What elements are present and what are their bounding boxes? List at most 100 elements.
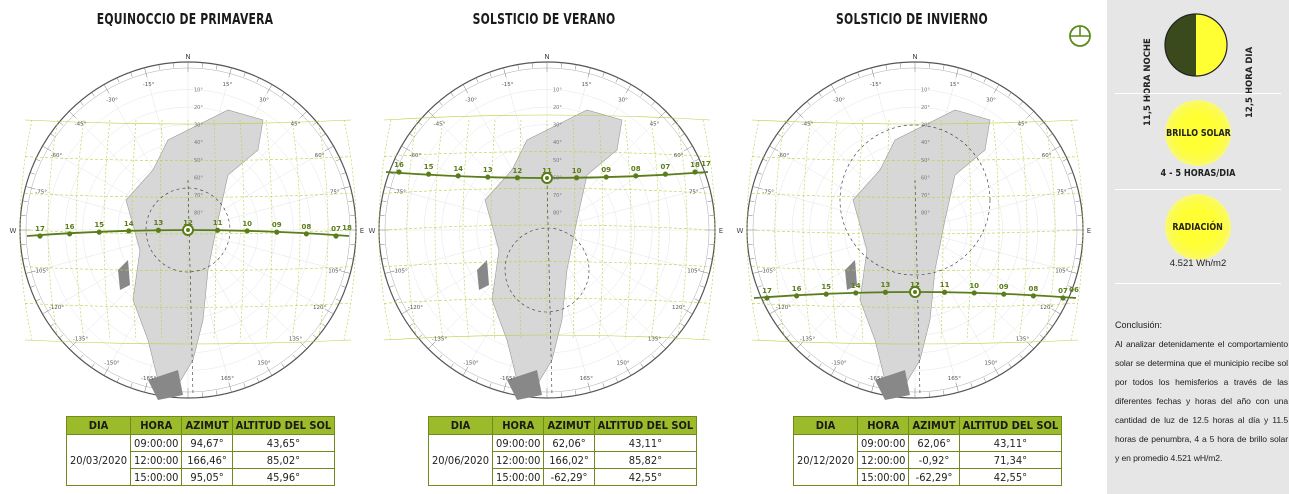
cell-azimut: -62,29° (543, 468, 595, 486)
hour-line (940, 119, 944, 341)
tick (266, 84, 273, 94)
hour-label: 08 (302, 223, 312, 231)
date-curve (751, 266, 1079, 271)
cell-altitud: 42,55° (958, 468, 1063, 486)
tick (796, 111, 804, 119)
tick (475, 77, 479, 83)
hour-label: 15 (821, 283, 831, 291)
tick (503, 382, 507, 393)
cell-altitud: 43,11° (958, 434, 1063, 452)
hour-line (650, 119, 660, 341)
hour-line (992, 119, 1000, 341)
divider (1115, 283, 1281, 284)
tick (312, 334, 317, 339)
hour-marker (126, 228, 132, 234)
tick (1048, 323, 1053, 327)
hour-label: 16 (394, 161, 404, 169)
tick (79, 101, 84, 106)
tick (116, 377, 120, 383)
tick (1075, 200, 1081, 202)
hour-marker (1060, 295, 1066, 301)
tick (602, 383, 605, 388)
tick (292, 354, 297, 359)
tick (700, 285, 705, 288)
azimuth-label: -30° (465, 97, 477, 103)
altitude-label: 40° (553, 140, 562, 146)
tick (752, 186, 763, 190)
azimuth-label: -135° (432, 336, 447, 342)
cell-azimut: -62,29° (908, 468, 960, 486)
tick (786, 121, 791, 126)
hour-marker (1030, 293, 1036, 299)
hour-label: 07 (331, 225, 341, 233)
tick (970, 72, 973, 77)
tick (321, 323, 326, 327)
hour-line (676, 119, 688, 341)
tick (418, 334, 423, 339)
cell-azimut: 166,02° (543, 451, 595, 469)
altitude-label: 20° (194, 105, 203, 111)
cell-hora: 09:00:00 (492, 434, 545, 452)
header-altitud: ALTITUD DEL SOL (958, 416, 1063, 435)
azimuth-label: -105° (393, 268, 408, 274)
altitude-label: 70° (194, 193, 203, 199)
tick (806, 101, 811, 106)
azimuth-label: 75° (330, 190, 340, 196)
tick (707, 258, 713, 260)
brillo-solar-badge: BRILLO SOLAR (1165, 100, 1231, 166)
tick (694, 158, 700, 162)
day-night-icon (1164, 13, 1228, 77)
sun-path-diagram-equinoccio: 171615141312111009080718NSEW15°-15°30°-3… (10, 53, 364, 400)
water-body (148, 370, 183, 400)
altitude-label: 80° (921, 210, 930, 216)
conclusion-title: Conclusión: (1115, 320, 1163, 330)
hour-label: 17 (762, 287, 772, 295)
azimuth-label: 165° (580, 376, 593, 382)
azimuth-label: -165° (500, 376, 515, 382)
hour-line (317, 119, 329, 341)
compass-letter: E (719, 227, 723, 235)
tick (1048, 133, 1053, 137)
header-hora: HORA (130, 416, 183, 435)
table-date: 20/03/2020 (65, 434, 132, 486)
tick (625, 366, 632, 376)
altitude-ring (774, 89, 1056, 371)
tick (25, 186, 36, 190)
tick (796, 341, 804, 349)
cell-altitud: 71,34° (958, 451, 1063, 469)
divider (1115, 189, 1281, 190)
tick (749, 258, 755, 260)
tick (243, 383, 246, 388)
header-azimut: AZIMUT (543, 416, 595, 435)
azimuth-label: -75° (35, 190, 47, 196)
tick (983, 77, 987, 83)
tick (843, 77, 847, 83)
tick (575, 64, 577, 70)
azimuth-label: -105° (761, 268, 776, 274)
azimuth-label: 15° (222, 82, 232, 88)
azimuth-label: 135° (1016, 336, 1029, 342)
hour-line (406, 119, 418, 341)
azimuth-label: -120° (776, 305, 791, 311)
hour-label: 09 (601, 166, 611, 174)
tick (943, 390, 945, 396)
hour-line (103, 119, 111, 341)
tick (324, 145, 334, 152)
tick (144, 382, 148, 393)
hour-line (802, 119, 812, 341)
tick (1019, 354, 1024, 359)
cell-hora: 15:00:00 (857, 468, 910, 486)
tick (489, 383, 492, 388)
altitude-label: 70° (553, 193, 562, 199)
azimuth-label: 165° (221, 376, 234, 382)
hour-label: 12 (513, 167, 523, 175)
compass-letter: W (737, 227, 744, 235)
hour-label: 17 (35, 225, 45, 233)
tick (381, 200, 387, 202)
tick (671, 334, 676, 339)
azimuth-label: -45° (75, 122, 87, 128)
tick (651, 354, 656, 359)
hour-marker (514, 175, 520, 181)
tick (777, 323, 782, 327)
azimuth-label: 120° (1040, 305, 1053, 311)
